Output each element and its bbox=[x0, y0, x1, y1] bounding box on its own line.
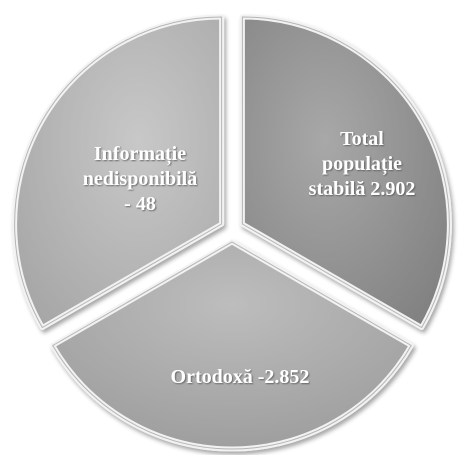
slice-label: Ortodoxă -2.852 bbox=[171, 366, 310, 388]
slice-label: Informație nedisponibilă - 48 bbox=[83, 143, 198, 215]
label-line: stabilă 2.902 bbox=[309, 178, 416, 200]
label-line: Total bbox=[340, 128, 384, 150]
slice-bevel bbox=[52, 241, 412, 450]
label-line: populație bbox=[322, 153, 402, 176]
label-line: nedisponibilă bbox=[83, 168, 198, 190]
slice-bevel bbox=[241, 16, 450, 329]
slice-label: Total populație stabilă 2.902 bbox=[309, 128, 416, 200]
label-line: Ortodoxă -2.852 bbox=[171, 366, 310, 388]
label-line: Informație bbox=[94, 143, 186, 166]
label-line: - 48 bbox=[124, 193, 156, 215]
slice-bevel bbox=[14, 16, 223, 329]
